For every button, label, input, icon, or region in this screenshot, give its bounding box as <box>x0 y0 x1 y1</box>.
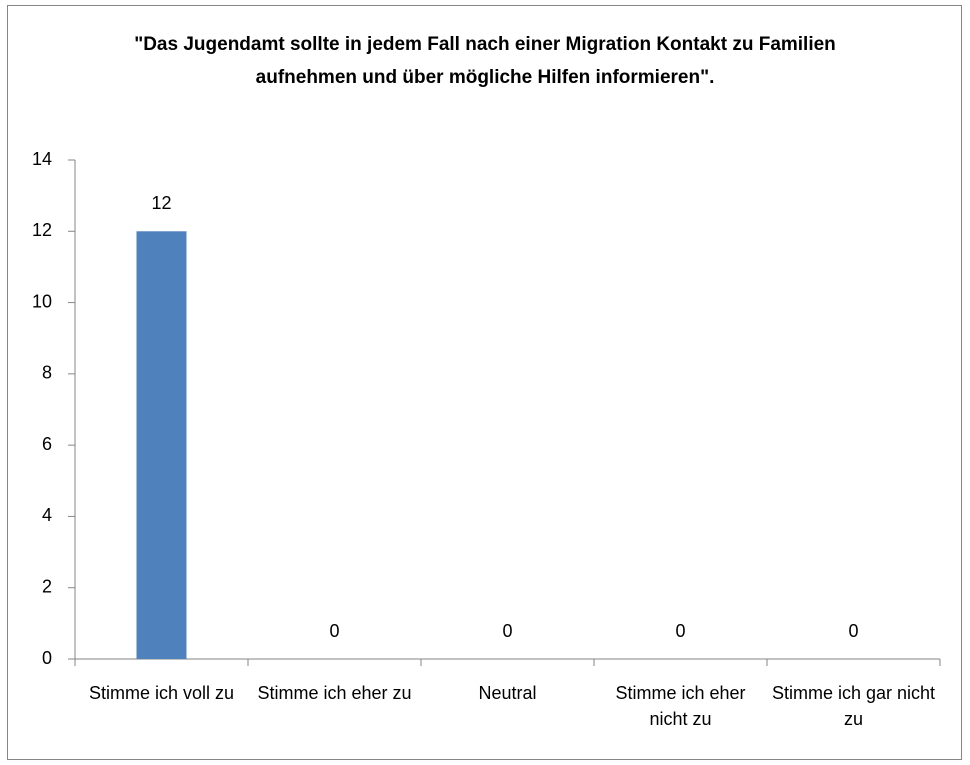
bar <box>136 231 187 660</box>
y-tick-label: 0 <box>42 648 52 668</box>
data-label: 0 <box>848 621 858 641</box>
y-tick-label: 4 <box>42 505 52 525</box>
y-tick-label: 14 <box>32 149 52 169</box>
y-tick-label: 2 <box>42 576 52 596</box>
chart-title: "Das Jugendamt sollte in jedem Fall nach… <box>134 34 836 88</box>
y-tick-label: 8 <box>42 363 52 383</box>
y-tick-label: 12 <box>32 220 52 240</box>
x-tick-label: Stimme ich eher nicht zu <box>615 683 746 729</box>
data-label: 0 <box>502 621 512 641</box>
x-tick-label: Stimme ich voll zu <box>88 683 235 703</box>
data-label: 12 <box>151 193 171 213</box>
x-tick-label: Stimme ich gar nicht zu <box>771 683 936 729</box>
data-label: 0 <box>675 621 685 641</box>
x-tick-label: Stimme ich eher zu <box>257 683 412 703</box>
x-tick-label: Neutral <box>478 683 537 703</box>
y-tick-label: 6 <box>42 434 52 454</box>
data-label: 0 <box>329 621 339 641</box>
y-tick-label: 10 <box>32 291 52 311</box>
